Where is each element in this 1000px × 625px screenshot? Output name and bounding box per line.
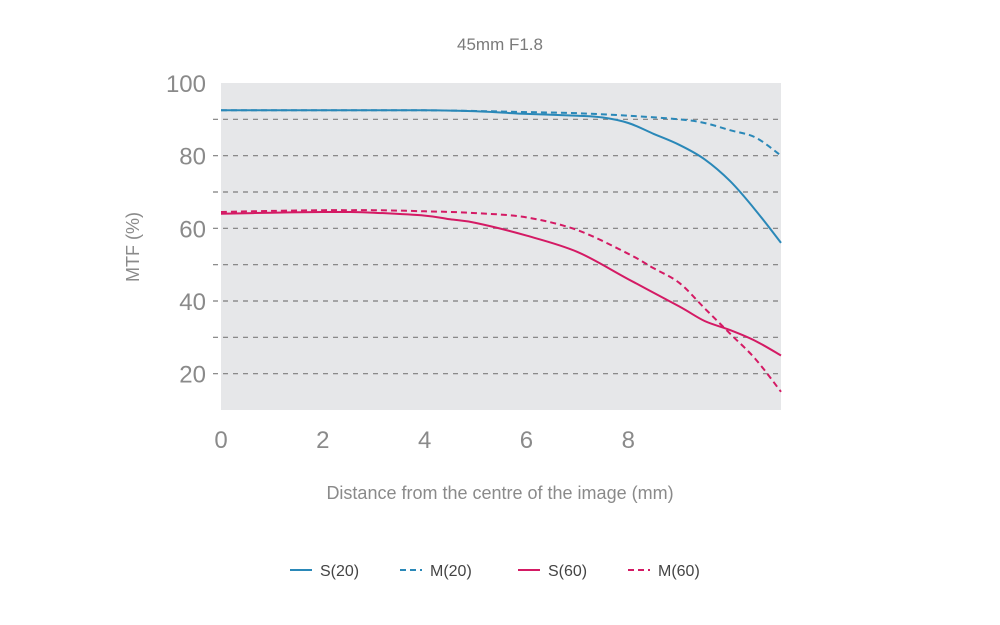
series-lines bbox=[220, 109, 782, 393]
x-axis-label: Distance from the centre of the image (m… bbox=[326, 483, 673, 503]
legend: S(20) M(20) S(60) M(60) bbox=[290, 563, 700, 580]
series-line-m60 bbox=[220, 209, 782, 393]
legend-label: M(60) bbox=[658, 563, 700, 580]
legend-label: S(20) bbox=[320, 563, 359, 580]
y-tick-label: 20 bbox=[179, 362, 206, 389]
x-tick-label: 8 bbox=[622, 427, 635, 454]
y-tick-label: 40 bbox=[179, 289, 206, 316]
y-axis-ticks: 20 40 60 80 100 bbox=[166, 71, 206, 389]
legend-label: S(60) bbox=[548, 563, 587, 580]
x-tick-label: 0 bbox=[214, 427, 227, 454]
x-tick-label: 6 bbox=[520, 427, 533, 454]
x-tick-label: 4 bbox=[418, 427, 431, 454]
series-line-m20 bbox=[221, 109, 782, 157]
series-line-s20 bbox=[221, 109, 782, 244]
chart-title: 45mm F1.8 bbox=[457, 35, 543, 54]
x-axis-ticks: 0 2 4 6 8 bbox=[214, 427, 635, 454]
x-tick-label: 2 bbox=[316, 427, 329, 454]
y-tick-label: 100 bbox=[166, 71, 206, 98]
series-line-s60 bbox=[220, 210, 782, 357]
legend-label: M(20) bbox=[430, 563, 472, 580]
y-axis-label: MTF (%) bbox=[123, 212, 143, 282]
plot-area bbox=[221, 83, 781, 410]
y-tick-label: 60 bbox=[179, 216, 206, 243]
y-tick-label: 80 bbox=[179, 144, 206, 171]
